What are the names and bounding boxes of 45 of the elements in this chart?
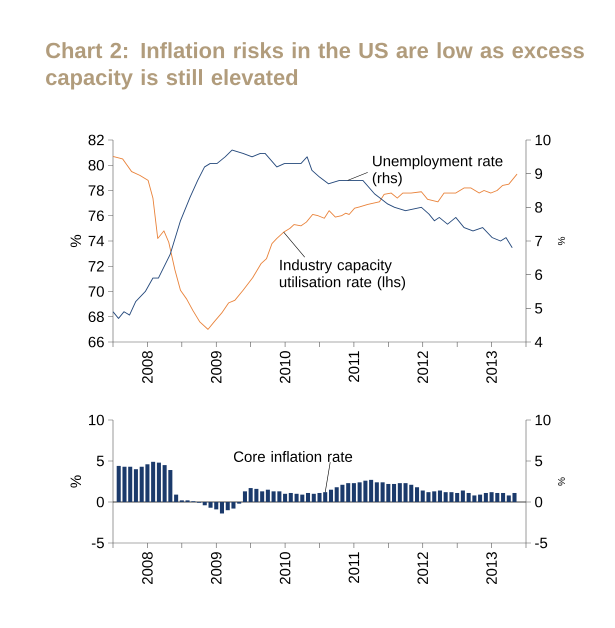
- series-label: Unemployment rate (rhs): [372, 155, 502, 186]
- y2-tick-label: -5: [535, 538, 548, 548]
- y2-axis-title: %: [558, 236, 565, 246]
- x-tick-label: 2008: [142, 552, 153, 584]
- y-tick-label: 68: [88, 311, 104, 322]
- y-tick-label: 72: [88, 261, 104, 272]
- y-tick-label: 76: [88, 210, 104, 222]
- y2-tick-label: 0: [535, 496, 542, 508]
- y-tick-label: 74: [88, 236, 104, 246]
- series-label: Core inflation rate: [234, 450, 352, 462]
- y-tick-label: 80: [88, 160, 104, 171]
- y2-tick-label: 5: [535, 303, 542, 314]
- y2-tick-label: 5: [535, 456, 542, 466]
- x-tick-label: 2012: [417, 351, 428, 384]
- y2-tick-label: 4: [534, 336, 542, 348]
- series-label: Industry capacity utilisation rate (lhs): [280, 259, 406, 290]
- y2-tick-label: 10: [536, 134, 551, 146]
- x-tick-label: 2011: [348, 552, 360, 583]
- x-tick-label: 2013: [486, 552, 497, 584]
- y2-tick-label: 6: [535, 269, 542, 280]
- y-tick-label: -5: [92, 538, 104, 548]
- x-tick-label: 2012: [417, 552, 428, 584]
- chart-title: Chart 2: Inflation risks in the US are low as excess capacity is still elevated: [46, 42, 584, 90]
- x-tick-label: 2009: [210, 552, 222, 584]
- y2-tick-label: 7: [535, 236, 542, 246]
- x-tick-label: 2008: [142, 351, 153, 384]
- y2-axis-title: %: [558, 477, 565, 486]
- x-tick-label: 2009: [210, 351, 222, 384]
- y-tick-label: 70: [88, 286, 104, 297]
- y-tick-label: 82: [88, 134, 104, 146]
- y-tick-label: 78: [88, 185, 104, 196]
- y-tick-label: 0: [96, 496, 104, 508]
- y-tick-label: 5: [96, 456, 104, 466]
- x-tick-label: 2010: [280, 552, 290, 584]
- x-tick-label: 2010: [280, 351, 290, 384]
- x-tick-label: 2011: [348, 351, 360, 382]
- y2-tick-label: 8: [535, 202, 542, 213]
- y-tick-label: 66: [88, 336, 104, 348]
- y2-tick-label: 10: [536, 414, 551, 426]
- bar: [116, 466, 121, 502]
- y-axis-title: %: [70, 475, 82, 488]
- y-axis-title: %: [70, 234, 82, 248]
- y2-tick-label: 9: [535, 168, 542, 179]
- x-tick-label: 2013: [486, 351, 497, 384]
- y-tick-label: 10: [89, 414, 104, 426]
